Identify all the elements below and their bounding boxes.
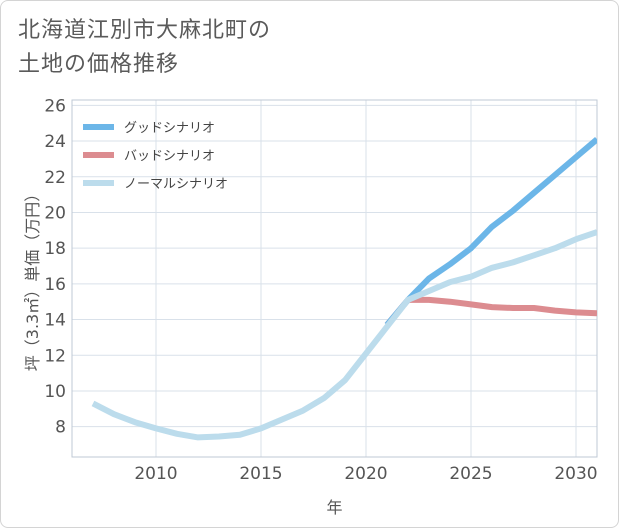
y-tick-label: 14 (44, 311, 66, 331)
y-tick-label: 20 (44, 203, 66, 223)
y-tick-label: 18 (44, 239, 66, 259)
series-line-0 (384, 137, 597, 327)
x-tick-label: 2020 (344, 464, 387, 484)
x-tick-label: 2010 (134, 464, 177, 484)
legend-label: ノーマルシナリオ (124, 177, 228, 192)
plot-area (71, 99, 598, 458)
y-tick-label: 12 (44, 346, 66, 366)
y-axis-label: 坪（3.3㎡）単価（万円） (23, 186, 42, 371)
x-tick-label: 2025 (449, 464, 492, 484)
y-tick-label: 8 (55, 418, 66, 438)
chart-title-line2: 土地の価格推移 (18, 52, 180, 77)
legend-label: バッドシナリオ (124, 149, 215, 164)
y-tick-label: 10 (44, 382, 66, 402)
chart-title: 北海道江別市大麻北町の 土地の価格推移 (18, 14, 418, 82)
y-tick-label: 16 (44, 275, 66, 295)
x-tick-label: 2030 (554, 464, 597, 484)
legend-label: グッドシナリオ (124, 121, 215, 136)
y-tick-label: 26 (44, 96, 66, 116)
x-axis-label: 年 (326, 498, 342, 517)
y-tick-label: 24 (44, 132, 66, 152)
series-layer (91, 137, 597, 441)
series-line-1 (384, 296, 597, 327)
y-tick-label: 22 (44, 168, 66, 188)
series-line-2 (91, 229, 597, 441)
chart-title-line1: 北海道江別市大麻北町の (18, 18, 272, 43)
x-tick-label: 2015 (239, 464, 282, 484)
tick-labels: 2010 2015 2020 2025 2030 8 10 12 14 16 18 20 22 24 26 (44, 96, 597, 484)
